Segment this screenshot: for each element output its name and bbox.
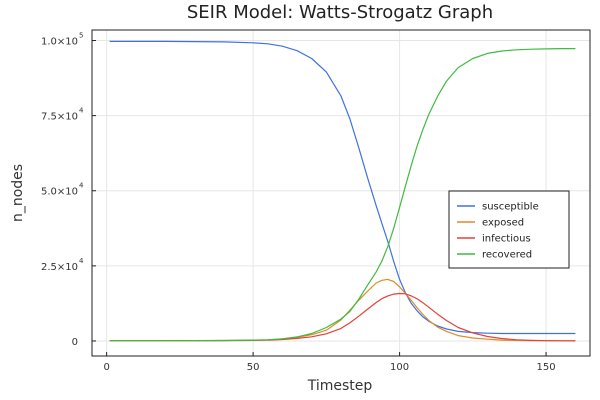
x-tick-label: 100: [390, 362, 409, 373]
y-tick-label: 7.5×10: [41, 112, 78, 123]
y-tick-exponent: 4: [79, 257, 84, 265]
x-axis-label: Timestep: [307, 378, 373, 394]
y-tick-label: 2.5×10: [41, 262, 78, 273]
legend-box: [448, 190, 570, 269]
legend-label-recovered: recovered: [482, 250, 532, 261]
y-tick-exponent: 4: [79, 107, 84, 115]
series-layer: [109, 40, 576, 342]
series-line-exposed: [109, 278, 576, 342]
x-tick-label: 50: [247, 362, 260, 373]
x-tick-label: 150: [537, 362, 556, 373]
y-tick-exponent: 5: [79, 32, 83, 40]
legend-label-infectious: infectious: [482, 234, 531, 245]
plot-frame: [91, 29, 591, 357]
legend-label-exposed: exposed: [482, 218, 524, 229]
series-line-susceptible: [109, 40, 576, 335]
legend-label-susceptible: susceptible: [482, 202, 539, 213]
x-tick-label: 0: [103, 362, 109, 373]
y-tick-exponent: 4: [79, 182, 84, 190]
y-axis-label: n_nodes: [10, 164, 26, 222]
legend[interactable]: susceptible exposed infectious recovered: [448, 190, 570, 269]
y-tick-label: 5.0×10: [41, 187, 78, 198]
y-tick-label: 0: [72, 337, 78, 348]
series-line-recovered: [109, 47, 576, 342]
chart-title: SEIR Model: Watts-Strogatz Graph: [187, 2, 493, 23]
y-tick-label: 1.0×10: [41, 37, 78, 48]
